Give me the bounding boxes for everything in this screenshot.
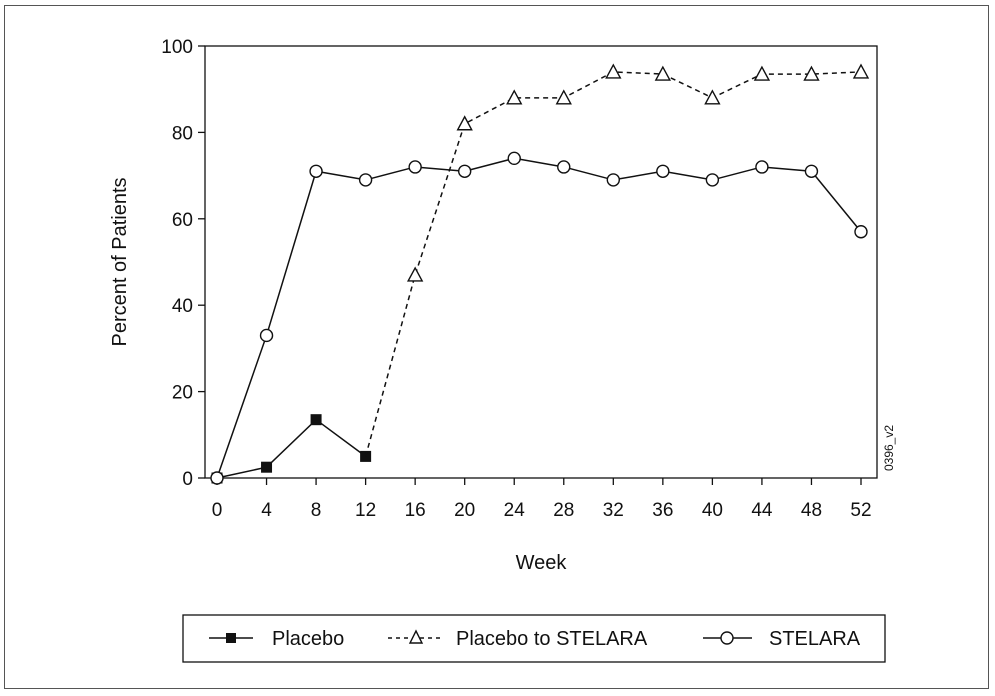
series-layer — [210, 63, 870, 485]
figure-code: 0396_v2 — [882, 425, 896, 471]
series-placebo-to-stelara — [364, 63, 870, 457]
figure-frame — [4, 5, 989, 689]
x-tick-label: 52 — [850, 500, 871, 521]
y-tick-label: 60 — [172, 210, 193, 231]
series-line-stelara — [216, 157, 862, 479]
series-stelara — [210, 151, 868, 485]
x-tick-label: 8 — [311, 500, 322, 521]
data-point-placebo-to-stelara — [753, 65, 771, 81]
x-axis: 0 4 8 12 16 20 24 28 32 36 40 44 48 52 — [212, 478, 872, 521]
data-point-stelara — [358, 173, 373, 187]
data-point-placebo-to-stelara — [852, 63, 870, 79]
data-point-stelara — [408, 160, 422, 174]
data-point-placebo-to-stelara — [555, 89, 572, 105]
x-tick-label: 12 — [355, 500, 376, 521]
data-point-placebo-to-stelara — [704, 89, 721, 105]
data-point-placebo — [310, 414, 322, 426]
legend-label-placebo: Placebo — [272, 628, 344, 650]
data-point-placebo — [261, 461, 273, 473]
legend-box — [182, 614, 886, 663]
data-point-stelara — [854, 225, 868, 239]
legend-item-stelara: STELARA — [703, 628, 861, 650]
legend-marker-placebo — [226, 633, 236, 643]
y-tick-label: 100 — [161, 37, 193, 58]
legend-label-stelara: STELARA — [769, 628, 861, 650]
y-tick-label: 40 — [172, 296, 193, 317]
y-tick-label: 80 — [172, 123, 193, 144]
x-tick-label: 20 — [454, 500, 475, 521]
y-axis-label: Percent of Patients — [109, 178, 131, 347]
x-tick-label: 44 — [751, 500, 773, 521]
legend-marker-stelara — [720, 631, 734, 645]
series-line-placebo-to-stelara — [364, 71, 862, 457]
y-tick-label: 20 — [172, 383, 193, 404]
plot-area — [204, 45, 878, 479]
x-tick-label: 32 — [603, 500, 624, 521]
data-point-stelara — [804, 164, 819, 178]
x-tick-label: 36 — [652, 500, 673, 521]
data-point-stelara — [309, 164, 323, 178]
x-tick-label: 0 — [212, 500, 223, 521]
x-tick-label: 28 — [553, 500, 574, 521]
data-point-stelara — [557, 160, 571, 174]
data-point-stelara — [656, 164, 670, 178]
x-tick-label: 24 — [504, 500, 526, 521]
x-tick-label: 16 — [405, 500, 426, 521]
data-point-stelara — [507, 151, 521, 166]
x-tick-label: 4 — [261, 500, 272, 521]
data-point-stelara — [259, 328, 274, 343]
legend-label-placebo-to-stelara: Placebo to STELARA — [456, 628, 648, 650]
data-point-stelara — [705, 173, 720, 187]
legend-item-placebo-to-stelara: Placebo to STELARA — [388, 628, 648, 650]
x-tick-label: 48 — [801, 500, 822, 521]
data-point-placebo-to-stelara — [654, 65, 672, 81]
data-point-stelara — [210, 471, 224, 485]
x-tick-label: 40 — [702, 500, 723, 521]
y-tick-label: 0 — [182, 469, 193, 490]
data-point-stelara — [457, 164, 472, 178]
data-point-stelara — [606, 173, 621, 187]
series-line-placebo — [216, 418, 367, 479]
data-point-placebo-to-stelara — [456, 115, 473, 131]
data-point-placebo-to-stelara — [506, 89, 523, 105]
y-axis: 0 20 40 60 80 100 — [161, 37, 205, 490]
data-point-placebo-to-stelara — [605, 63, 622, 79]
legend-marker-placebo-to-stelara — [408, 629, 424, 644]
data-point-stelara — [755, 160, 769, 174]
legend-item-placebo: Placebo — [209, 628, 344, 650]
data-point-placebo-to-stelara — [803, 65, 820, 81]
x-axis-label: Week — [516, 552, 568, 574]
data-point-placebo-to-stelara — [406, 266, 424, 282]
